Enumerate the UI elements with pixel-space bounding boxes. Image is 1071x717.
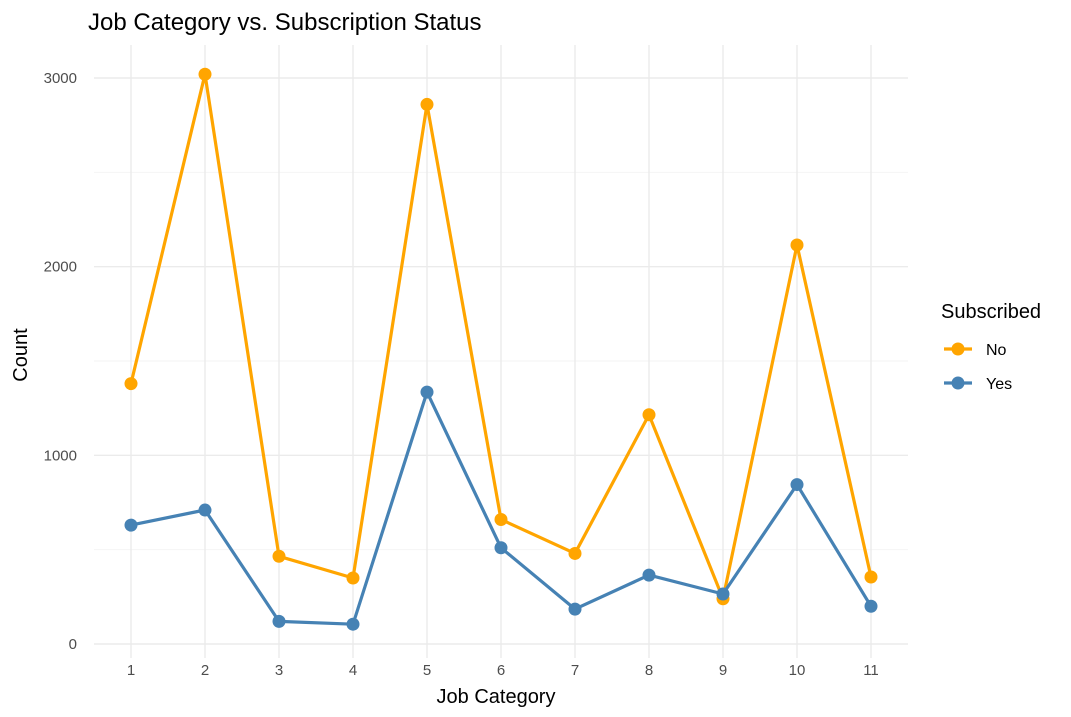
data-point-yes bbox=[272, 614, 286, 628]
data-point-no bbox=[420, 97, 434, 111]
x-tick-label: 1 bbox=[127, 662, 135, 679]
x-tick-label: 5 bbox=[423, 662, 431, 679]
legend-title: Subscribed bbox=[941, 301, 1041, 323]
data-point-yes bbox=[864, 599, 878, 613]
data-point-no bbox=[124, 377, 138, 391]
x-tick-label: 11 bbox=[863, 662, 879, 679]
y-tick-label: 0 bbox=[69, 636, 77, 653]
x-tick-label: 7 bbox=[571, 662, 579, 679]
x-tick-label: 10 bbox=[789, 662, 806, 679]
data-point-yes bbox=[568, 602, 582, 616]
legend-label: No bbox=[986, 342, 1007, 359]
data-point-yes bbox=[790, 478, 804, 492]
x-axis-title: Job Category bbox=[437, 686, 556, 708]
data-point-no bbox=[642, 408, 656, 422]
legend-key-point bbox=[951, 376, 965, 390]
x-tick-label: 3 bbox=[275, 662, 283, 679]
y-tick-label: 2000 bbox=[44, 259, 77, 276]
data-point-no bbox=[346, 571, 360, 585]
data-point-yes bbox=[198, 503, 212, 517]
x-axis-ticks: 1 2 3 4 5 6 7 8 9 10 11 bbox=[127, 662, 879, 679]
legend: Subscribed No Yes bbox=[941, 301, 1041, 393]
data-point-yes bbox=[420, 385, 434, 399]
data-point-no bbox=[494, 512, 508, 526]
data-point-no bbox=[790, 238, 804, 252]
data-point-yes bbox=[642, 568, 656, 582]
data-point-yes bbox=[494, 541, 508, 555]
series-layer bbox=[124, 67, 878, 631]
y-tick-label: 1000 bbox=[44, 447, 77, 464]
chart-title: Job Category vs. Subscription Status bbox=[88, 9, 482, 36]
legend-item-yes: Yes bbox=[944, 376, 1012, 393]
legend-key-point bbox=[951, 342, 965, 356]
x-tick-label: 4 bbox=[349, 662, 357, 679]
x-tick-label: 6 bbox=[497, 662, 505, 679]
data-point-no bbox=[864, 570, 878, 584]
data-point-no bbox=[198, 67, 212, 81]
x-tick-label: 2 bbox=[201, 662, 209, 679]
y-axis-ticks: 0 1000 2000 3000 bbox=[44, 70, 77, 653]
series-no bbox=[124, 67, 878, 606]
x-tick-label: 8 bbox=[645, 662, 653, 679]
series-yes bbox=[124, 385, 878, 631]
data-point-no bbox=[568, 546, 582, 560]
y-axis-title: Count bbox=[10, 328, 32, 382]
data-point-yes bbox=[346, 617, 360, 631]
legend-label: Yes bbox=[986, 376, 1012, 393]
legend-item-no: No bbox=[944, 342, 1007, 359]
y-tick-label: 3000 bbox=[44, 70, 77, 87]
data-point-yes bbox=[124, 518, 138, 532]
data-point-no bbox=[272, 549, 286, 563]
data-point-yes bbox=[716, 587, 730, 601]
x-tick-label: 9 bbox=[719, 662, 727, 679]
